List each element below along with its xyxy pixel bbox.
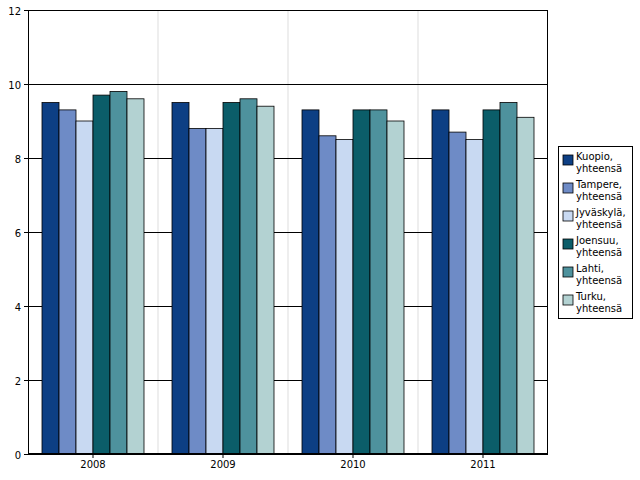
plot-frame xyxy=(29,11,548,454)
x-tick-label: 2008 xyxy=(80,459,105,470)
y-tick xyxy=(24,454,28,455)
bar xyxy=(353,110,370,454)
bar xyxy=(500,103,517,455)
x-tick-label: 2009 xyxy=(210,459,235,470)
bar xyxy=(76,121,93,454)
bar xyxy=(387,121,404,454)
x-tick-label: 2010 xyxy=(340,459,365,470)
bar xyxy=(466,140,483,455)
bar xyxy=(336,140,353,455)
legend-swatch xyxy=(563,183,573,193)
plot-bg xyxy=(28,10,548,454)
y-tick-label: 0 xyxy=(15,450,21,461)
x-tick-label: 2011 xyxy=(470,459,495,470)
y-tick xyxy=(24,10,28,11)
legend-swatch xyxy=(563,211,573,221)
bar xyxy=(370,110,387,454)
bar xyxy=(42,103,59,455)
bar xyxy=(319,136,336,454)
y-tick xyxy=(24,306,28,307)
bar xyxy=(93,95,110,454)
x-tick xyxy=(93,454,94,458)
legend-swatch xyxy=(563,155,573,165)
grid-line xyxy=(28,84,548,85)
y-tick-label: 6 xyxy=(15,228,21,239)
legend-label: Lahti, yhteensä xyxy=(576,263,622,286)
legend-label: Joensuu, yhteensä xyxy=(575,235,622,258)
legend-label: Kuopio, yhteensä xyxy=(576,151,622,174)
y-tick-label: 4 xyxy=(15,302,21,313)
legend-swatch xyxy=(563,295,573,305)
y-tick-label: 10 xyxy=(8,80,21,91)
legend-label: Tampere, yhteensä xyxy=(575,179,625,202)
legend-label: Turku, yhteensä xyxy=(575,291,622,314)
y-tick xyxy=(24,380,28,381)
y-tick xyxy=(24,232,28,233)
legend-swatch xyxy=(563,267,573,277)
bar xyxy=(432,110,449,454)
chart: 0 2 4 6 8 10 12 2008 2009 2010 2011 Kuopio, yhteens… xyxy=(0,0,640,480)
y-tick xyxy=(24,158,28,159)
y-tick-label: 12 xyxy=(8,6,21,17)
bar xyxy=(189,128,206,454)
bar xyxy=(483,110,500,454)
bar xyxy=(302,110,319,454)
grid-line xyxy=(28,454,548,455)
bar xyxy=(127,99,144,454)
x-tick xyxy=(483,454,484,458)
legend-label: Jyväskylä, yhteensä xyxy=(575,207,629,230)
bar xyxy=(206,128,223,454)
x-tick xyxy=(223,454,224,458)
legend-swatch xyxy=(563,239,573,249)
bar xyxy=(110,91,127,454)
bar xyxy=(59,110,76,454)
y-tick-label: 8 xyxy=(15,154,21,165)
legend xyxy=(559,147,633,319)
y-tick xyxy=(24,84,28,85)
bar xyxy=(449,132,466,454)
bar xyxy=(240,99,257,454)
bar xyxy=(257,106,274,454)
bar xyxy=(517,117,534,454)
bars xyxy=(42,91,534,454)
x-tick xyxy=(353,454,354,458)
bar xyxy=(172,103,189,455)
y-tick-label: 2 xyxy=(15,376,21,387)
bar xyxy=(223,103,240,455)
